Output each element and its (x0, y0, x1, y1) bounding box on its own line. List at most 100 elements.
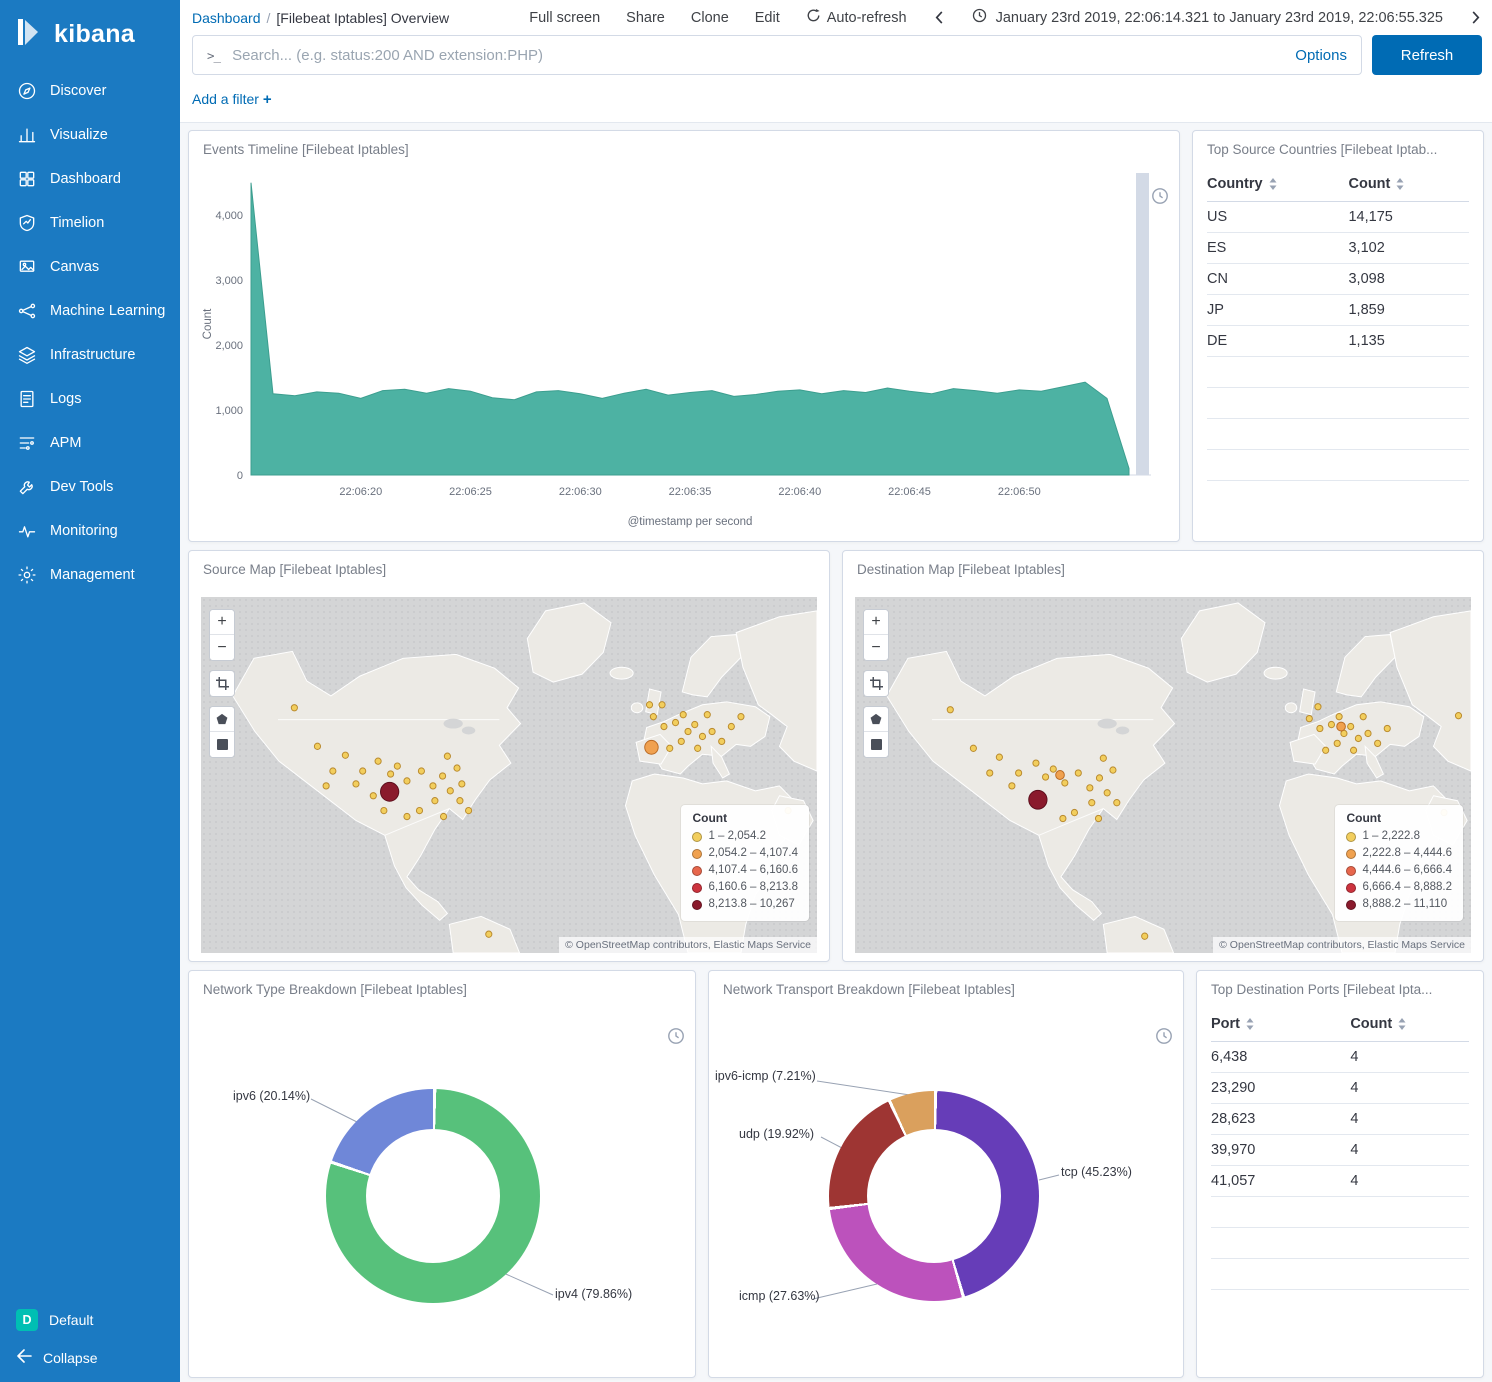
sidebar-item-logs[interactable]: Logs (0, 377, 180, 421)
svg-text:22:06:50: 22:06:50 (998, 486, 1041, 498)
table-row-empty (1207, 356, 1469, 388)
clone-button[interactable]: Clone (690, 9, 729, 26)
edit-button[interactable]: Edit (754, 9, 780, 26)
map-draw-polygon-button[interactable] (864, 707, 888, 732)
map-fit-bounds-button[interactable] (210, 671, 234, 696)
map-zoom-out-button[interactable]: − (864, 635, 888, 660)
page-title: [Filebeat Iptables] Overview (276, 9, 450, 26)
map-draw-rectangle-button[interactable] (210, 732, 234, 757)
machine-learning-icon (17, 301, 37, 321)
panel-time-badge-icon[interactable] (1151, 187, 1169, 210)
svg-text:22:06:45: 22:06:45 (888, 486, 931, 498)
sort-count-header[interactable]: Count (1348, 167, 1469, 202)
network-transport-panel: Network Transport Breakdown [Filebeat Ip… (708, 970, 1184, 1378)
breadcrumb-dashboard-link[interactable]: Dashboard (192, 9, 261, 26)
sort-icon (1269, 178, 1277, 190)
kibana-logo-icon (12, 16, 44, 53)
panel-title: Events Timeline [Filebeat Iptables] (203, 142, 409, 157)
source-countries-table: Country Count US 14,175 ES 3,102 CN 3,098 J… (1207, 167, 1469, 481)
search-input[interactable] (232, 46, 1296, 64)
apm-icon (17, 433, 37, 453)
add-filter-link[interactable]: Add a filter + (192, 91, 272, 108)
sidebar-item-dev-tools[interactable]: Dev Tools (0, 465, 180, 509)
clock-icon (972, 8, 987, 27)
sidebar-item-visualize[interactable]: Visualize (0, 113, 180, 157)
sidebar-item-dashboard[interactable]: Dashboard (0, 157, 180, 201)
events-timeline-chart[interactable]: 0 1,000 2,000 3,000 4,000 22:06:20 22:06:25 22:… (189, 161, 1179, 538)
panel-title: Source Map [Filebeat Iptables] (203, 562, 387, 577)
map-zoom-in-button[interactable]: + (864, 610, 888, 635)
table-row-empty (1211, 1227, 1469, 1259)
destination-map[interactable]: + − Count (855, 597, 1471, 953)
table-row: US 14,175 (1207, 201, 1469, 233)
time-back-button[interactable] (933, 9, 946, 26)
svg-text:3,000: 3,000 (215, 275, 243, 287)
share-button[interactable]: Share (626, 9, 665, 26)
map-controls: + − (209, 609, 235, 767)
query-options-link[interactable]: Options (1295, 46, 1347, 64)
canvas-icon (17, 257, 37, 277)
svg-text:22:06:40: 22:06:40 (778, 486, 821, 498)
map-fit-bounds-button[interactable] (864, 671, 888, 696)
table-row: JP 1,859 (1207, 294, 1469, 326)
donut-label-ipv4: ipv4 (79.86%) (555, 1287, 633, 1301)
map-draw-polygon-button[interactable] (210, 707, 234, 732)
events-timeline-panel: Events Timeline [Filebeat Iptables] 0 1,0… (188, 130, 1180, 542)
time-range-picker[interactable]: January 23rd 2019, 22:06:14.321 to Janua… (972, 8, 1443, 27)
arrow-left-icon (16, 1349, 32, 1366)
map-zoom-out-button[interactable]: − (210, 635, 234, 660)
sidebar-item-timelion[interactable]: Timelion (0, 201, 180, 245)
network-transport-donut[interactable] (829, 1091, 1039, 1301)
map-controls: + − (863, 609, 889, 767)
table-row-empty (1211, 1258, 1469, 1290)
infrastructure-icon (17, 345, 37, 365)
sidebar-item-machine-learning[interactable]: Machine Learning (0, 289, 180, 333)
kibana-logo[interactable]: kibana (0, 0, 180, 69)
events-timeline-svg: 0 1,000 2,000 3,000 4,000 22:06:20 22:06:25 22:… (202, 173, 1151, 528)
map-attribution: © OpenStreetMap contributors, Elastic Ma… (559, 937, 817, 953)
map-bubble-medium (644, 739, 659, 755)
full-screen-button[interactable]: Full screen (529, 9, 601, 26)
svg-text:22:06:20: 22:06:20 (339, 486, 382, 498)
collapse-nav-button[interactable]: Collapse (0, 1340, 180, 1382)
sort-icon (1398, 1018, 1406, 1030)
top-destination-ports-panel: Top Destination Ports [Filebeat Ipta... … (1196, 970, 1484, 1378)
space-selector[interactable]: D Default (0, 1300, 180, 1340)
source-map[interactable]: + − Count (201, 597, 817, 953)
network-type-donut[interactable] (326, 1089, 540, 1303)
sort-icon (1396, 178, 1404, 190)
panel-title: Network Transport Breakdown [Filebeat Ip… (723, 982, 1015, 997)
sidebar: kibana Discover Visualize Dashboard Time… (0, 0, 180, 1382)
sidebar-item-infrastructure[interactable]: Infrastructure (0, 333, 180, 377)
panel-time-badge-icon[interactable] (667, 1027, 685, 1050)
svg-text:22:06:35: 22:06:35 (669, 486, 712, 498)
table-row: 28,623 4 (1211, 1103, 1469, 1135)
sort-count-header[interactable]: Count (1350, 1007, 1469, 1042)
map-bubble-medium (1055, 770, 1065, 780)
sort-country-header[interactable]: Country (1207, 167, 1349, 202)
table-row: DE 1,135 (1207, 325, 1469, 357)
space-badge: D (16, 1309, 38, 1331)
map-bubble-large (380, 781, 400, 802)
map-draw-rectangle-button[interactable] (864, 732, 888, 757)
panel-time-badge-icon[interactable] (1155, 1027, 1173, 1050)
svg-text:Count: Count (202, 308, 214, 339)
sidebar-item-canvas[interactable]: Canvas (0, 245, 180, 289)
time-forward-button[interactable] (1469, 9, 1482, 26)
top-chrome: Dashboard / [Filebeat Iptables] Overview… (180, 0, 1492, 123)
sidebar-item-apm[interactable]: APM (0, 421, 180, 465)
auto-refresh-button[interactable]: Auto-refresh (806, 8, 907, 27)
sidebar-item-management[interactable]: Management (0, 553, 180, 597)
map-legend: Count 1 – 2,054.2 2,054.2 – 4,107.4 4,10… (681, 805, 809, 921)
table-row: 41,057 4 (1211, 1165, 1469, 1197)
svg-text:0: 0 (237, 470, 243, 482)
refresh-button[interactable]: Refresh (1372, 35, 1482, 75)
sidebar-item-discover[interactable]: Discover (0, 69, 180, 113)
sidebar-item-monitoring[interactable]: Monitoring (0, 509, 180, 553)
sort-port-header[interactable]: Port (1211, 1007, 1351, 1042)
map-legend: Count 1 – 2,222.8 2,222.8 – 4,444.6 4,44… (1335, 805, 1463, 921)
map-count-dots (946, 703, 1463, 940)
map-zoom-in-button[interactable]: + (210, 610, 234, 635)
sort-icon (1246, 1018, 1254, 1030)
map-attribution: © OpenStreetMap contributors, Elastic Ma… (1213, 937, 1471, 953)
